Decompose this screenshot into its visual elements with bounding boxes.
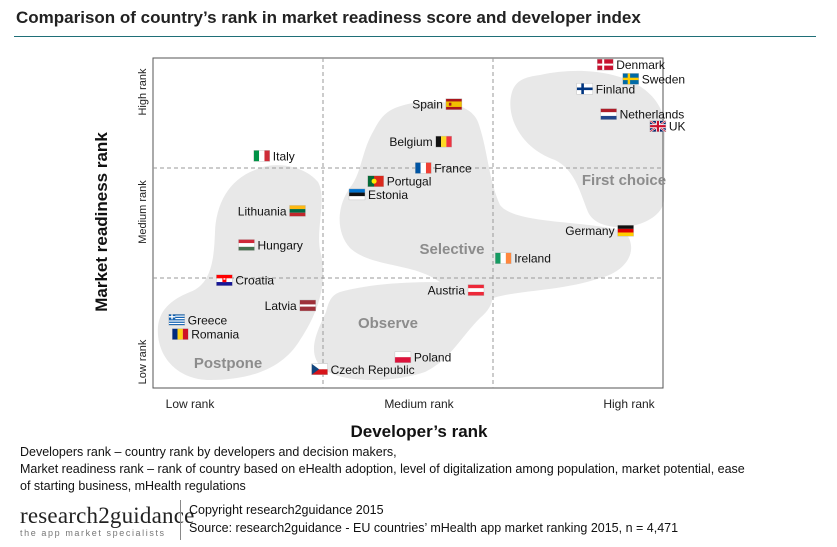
country-label: Denmark bbox=[616, 58, 666, 72]
flag-portugal-icon bbox=[367, 175, 384, 187]
flag-estonia-icon bbox=[348, 188, 366, 201]
country-point-hungary: Hungary bbox=[238, 239, 303, 253]
country-point-sweden: Sweden bbox=[622, 72, 685, 86]
country-label: Netherlands bbox=[620, 108, 685, 122]
country-label: France bbox=[434, 162, 472, 176]
cluster-label-observe: Observe bbox=[358, 315, 418, 332]
y-tick-high: High rank bbox=[137, 68, 149, 116]
country-label: Ireland bbox=[514, 252, 551, 266]
country-point-denmark: Denmark bbox=[597, 58, 666, 72]
flag-croatia-icon bbox=[216, 274, 233, 286]
flag-belgium-icon bbox=[435, 135, 452, 148]
country-point-austria: Austria bbox=[428, 284, 485, 298]
flag-ireland-icon bbox=[495, 252, 512, 264]
country-point-belgium: Belgium bbox=[389, 135, 452, 149]
country-point-greece: Greece bbox=[168, 313, 228, 327]
copyright-text: Copyright research2guidance 2015 bbox=[189, 503, 384, 517]
y-tick-medium: Medium rank bbox=[137, 180, 149, 244]
flag-lithuania-icon bbox=[289, 205, 306, 217]
blob-selective bbox=[339, 101, 632, 305]
x-tick-high: High rank bbox=[603, 397, 655, 411]
flag-latvia-icon bbox=[299, 299, 316, 312]
country-point-lithuania: Lithuania bbox=[238, 204, 306, 218]
y-tick-low: Low rank bbox=[137, 339, 149, 384]
country-label: Spain bbox=[412, 98, 443, 112]
flag-czech-republic-icon bbox=[311, 363, 328, 375]
country-label: Sweden bbox=[642, 72, 685, 86]
country-label: Poland bbox=[414, 351, 451, 365]
flag-uk-icon bbox=[649, 119, 667, 133]
country-point-romania: Romania bbox=[171, 328, 240, 342]
flag-germany-icon bbox=[617, 224, 634, 237]
plot-frame bbox=[152, 57, 664, 389]
country-label: Portugal bbox=[387, 175, 432, 189]
cluster-label-postpone: Postpone bbox=[194, 355, 262, 372]
country-point-finland: Finland bbox=[576, 82, 635, 96]
flag-netherlands-icon bbox=[600, 108, 617, 120]
flag-poland-icon bbox=[394, 351, 412, 363]
country-point-czech-republic: Czech Republic bbox=[311, 363, 415, 377]
cluster-label-first-choice: First choice bbox=[582, 172, 666, 189]
flag-denmark-icon bbox=[597, 58, 614, 71]
country-point-ireland: Ireland bbox=[495, 252, 551, 266]
y-axis-label: Market readiness rank bbox=[92, 132, 111, 312]
country-label: Hungary bbox=[258, 239, 303, 253]
country-label: Latvia bbox=[265, 299, 297, 313]
country-point-france: France bbox=[415, 162, 472, 176]
title-divider bbox=[14, 36, 816, 37]
country-point-uk: UK bbox=[649, 119, 686, 134]
page-title: Comparison of country’s rank in market r… bbox=[16, 8, 641, 27]
blob-postpone bbox=[157, 165, 324, 380]
blob-observe bbox=[313, 282, 493, 380]
source-text: Source: research2guidance - EU countries… bbox=[189, 521, 679, 535]
country-point-latvia: Latvia bbox=[265, 299, 316, 313]
x-axis-label: Developer’s rank bbox=[350, 422, 488, 441]
country-label: Lithuania bbox=[238, 204, 287, 218]
flag-spain-icon bbox=[445, 98, 463, 110]
flag-italy-icon bbox=[253, 150, 271, 162]
country-point-poland: Poland bbox=[394, 351, 451, 365]
brand-divider bbox=[180, 500, 181, 540]
country-label: Czech Republic bbox=[331, 363, 415, 377]
country-label: Greece bbox=[188, 313, 228, 327]
x-tick-medium: Medium rank bbox=[384, 397, 454, 411]
footnote-developers: Developers rank – country rank by develo… bbox=[20, 445, 397, 459]
footnote-market-2: of starting business, mHealth regulation… bbox=[20, 479, 246, 493]
flag-austria-icon bbox=[467, 284, 485, 296]
country-label: Austria bbox=[428, 284, 466, 298]
country-label: Croatia bbox=[235, 274, 274, 288]
country-label: UK bbox=[669, 120, 686, 134]
cluster-blobs bbox=[157, 70, 665, 380]
country-label: Estonia bbox=[368, 188, 408, 202]
footnote-market-1: Market readiness rank – rank of country … bbox=[20, 462, 745, 476]
country-point-estonia: Estonia bbox=[348, 188, 408, 202]
x-tick-low: Low rank bbox=[166, 397, 216, 411]
country-point-spain: Spain bbox=[412, 98, 463, 112]
blob-first-choice bbox=[510, 70, 665, 228]
country-label: Finland bbox=[596, 82, 635, 96]
flag-greece-icon bbox=[168, 314, 186, 326]
country-point-germany: Germany bbox=[565, 224, 634, 238]
country-point-netherlands: Netherlands bbox=[600, 108, 685, 122]
cluster-label-selective: Selective bbox=[419, 241, 484, 258]
brand-logo: research2guidance bbox=[20, 503, 195, 528]
brand-tagline: the app market specialists bbox=[20, 528, 166, 538]
country-point-italy: Italy bbox=[253, 149, 295, 163]
country-label: Belgium bbox=[389, 135, 432, 149]
grid-lines bbox=[153, 58, 663, 388]
flag-hungary-icon bbox=[238, 239, 255, 251]
country-label: Italy bbox=[273, 149, 295, 163]
tick-labels: Low rank Medium rank High rank High rank… bbox=[137, 68, 656, 411]
flag-finland-icon bbox=[576, 83, 593, 95]
flag-sweden-icon bbox=[622, 73, 639, 85]
country-point-croatia: Croatia bbox=[216, 274, 274, 288]
cluster-labels: First choice Selective Observe Postpone bbox=[194, 172, 666, 372]
flag-france-icon bbox=[415, 162, 432, 174]
country-label: Germany bbox=[565, 224, 614, 238]
country-label: Romania bbox=[191, 328, 239, 342]
flag-romania-icon bbox=[171, 328, 189, 340]
country-point-portugal: Portugal bbox=[367, 175, 432, 189]
scatter-chart: First choice Selective Observe Postpone … bbox=[92, 57, 686, 441]
